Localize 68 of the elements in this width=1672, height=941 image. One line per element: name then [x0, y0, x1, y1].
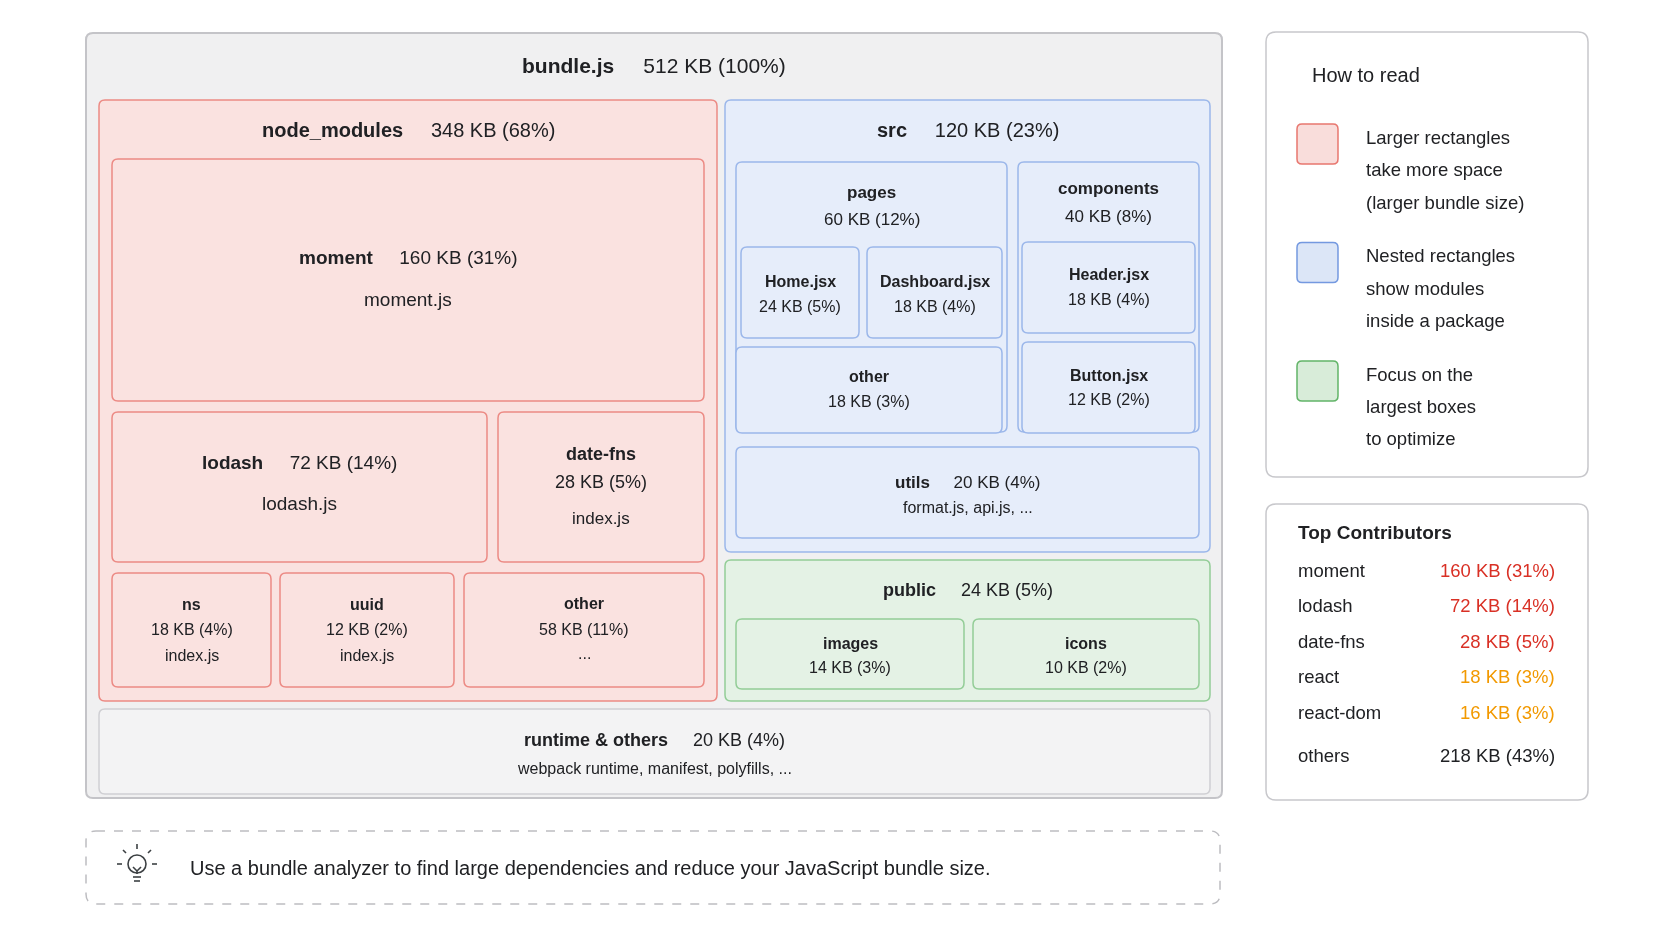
category-label: others	[1298, 745, 1350, 766]
data-label: 72 KB (14%)	[1450, 595, 1555, 616]
text: Use a bundle analyzer to find large dependencies and reduce your JavaScript bundle size.	[190, 857, 991, 879]
data-label: 16 KB (3%)	[1460, 702, 1555, 723]
category-label: public	[883, 580, 936, 600]
data-label: 24 KB (5%)	[961, 580, 1054, 600]
data-label: 58 KB (11%)	[539, 621, 629, 638]
category-label: utils	[895, 473, 930, 492]
data-label: 12 KB (2%)	[1068, 391, 1150, 408]
category-label: react-dom	[1298, 702, 1382, 723]
category-label: Focus on the largest boxes to optimize	[1366, 364, 1477, 449]
data-label: 18 KB (4%)	[894, 298, 976, 315]
category-label: runtime & others	[524, 730, 669, 750]
category-label: date-fns	[1298, 631, 1365, 652]
data-label: 12 KB (2%)	[326, 621, 408, 638]
category-label: uuid	[350, 596, 384, 613]
category-label: icons	[1065, 635, 1107, 652]
data-label: 18 KB (3%)	[1460, 666, 1555, 687]
data-label: 20 KB (4%)	[693, 730, 786, 750]
category-label: Nested rectangles show modules inside a package	[1366, 245, 1516, 331]
data-label: 160 KB (31%)	[1440, 560, 1556, 581]
category-label: moment	[299, 247, 374, 268]
category-label: Larger rectangles take more space (larger bundle size)	[1366, 127, 1525, 213]
data-label: 24 KB (5%)	[759, 298, 841, 315]
text: Top Contributors	[1298, 522, 1452, 543]
data-label: 18 KB (4%)	[1068, 291, 1150, 308]
data-label: 28 KB (5%)	[555, 472, 648, 492]
data-label: 60 KB (12%)	[824, 210, 921, 229]
category-label: ns	[182, 596, 201, 613]
data-label: 160 KB (31%)	[399, 247, 518, 268]
category-label: lodash	[202, 452, 264, 473]
data-label: 120 KB (23%)	[934, 119, 1060, 141]
text: index.js	[572, 509, 630, 528]
category-label: react	[1298, 666, 1340, 687]
category-label: components	[1058, 179, 1160, 198]
text: ...	[578, 645, 592, 662]
category-label: lodash	[1298, 595, 1353, 616]
text: How to read	[1312, 64, 1420, 86]
category-label: Dashboard.jsx	[880, 273, 991, 290]
category-label: other	[849, 368, 889, 385]
category-label: Button.jsx	[1070, 367, 1149, 384]
category-label: other	[564, 595, 604, 612]
text: index.js	[165, 647, 220, 664]
category-label: src	[877, 119, 908, 141]
data-label: 18 KB (3%)	[828, 393, 910, 410]
data-label: 14 KB (3%)	[809, 659, 891, 676]
data-label: 512 KB (100%)	[643, 54, 786, 77]
category-label: bundle.js	[522, 54, 615, 77]
data-label: 28 KB (5%)	[1460, 631, 1555, 652]
category-label: Home.jsx	[765, 273, 837, 290]
category-label: Header.jsx	[1069, 266, 1150, 283]
data-label: 72 KB (14%)	[289, 452, 398, 473]
category-label: moment	[1298, 560, 1365, 581]
category-label: node_modules	[262, 119, 404, 141]
category-label: date-fns	[566, 444, 637, 464]
category-label: pages	[847, 183, 897, 202]
data-label: 20 KB (4%)	[953, 473, 1041, 492]
data-label: 40 KB (8%)	[1065, 207, 1152, 226]
text: webpack runtime, manifest, polyfills, ...	[517, 760, 792, 777]
text: lodash.js	[262, 493, 337, 514]
data-label: 18 KB (4%)	[151, 621, 233, 638]
data-label: 10 KB (2%)	[1045, 659, 1127, 676]
text: moment.js	[364, 289, 452, 310]
data-label: 218 KB (43%)	[1440, 745, 1556, 766]
text: index.js	[340, 647, 395, 664]
data-label: 348 KB (68%)	[430, 119, 556, 141]
text: format.js, api.js, ...	[903, 499, 1033, 516]
category-label: images	[823, 635, 879, 652]
